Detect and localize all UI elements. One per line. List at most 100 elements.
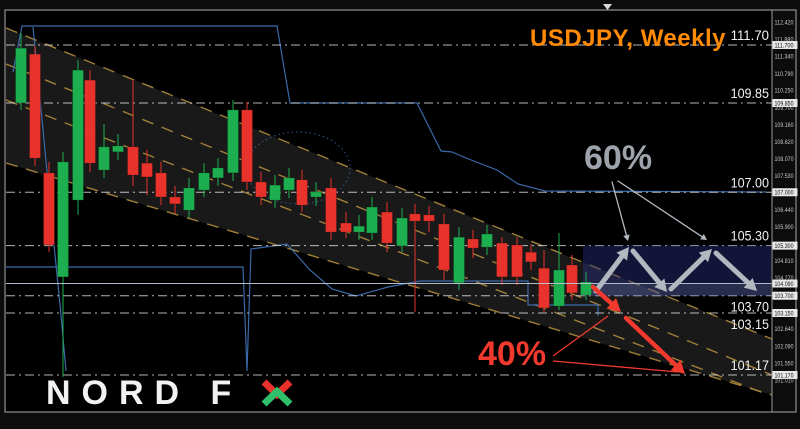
candle-body <box>553 269 565 307</box>
candle-body <box>467 238 479 249</box>
candle-body <box>296 179 308 206</box>
forecast-zone-lower-strip <box>583 283 771 296</box>
candle-body <box>198 172 210 191</box>
axis-tick-label: 105.300 <box>775 244 795 250</box>
candle-body <box>127 146 139 176</box>
price-level-label: 109.85 <box>731 85 770 101</box>
candle-body <box>525 251 537 263</box>
axis-tick-label: 109.850 <box>775 101 795 107</box>
axis-tick-label: 108.620 <box>775 140 795 146</box>
candle-body <box>283 177 295 191</box>
price-level-label: 111.70 <box>731 27 770 43</box>
candle-body <box>496 242 508 278</box>
candle-body <box>511 244 523 278</box>
candle-body <box>423 214 435 222</box>
candle-body <box>212 167 224 179</box>
candle-body <box>155 172 167 198</box>
axis-tick-label: 101.010 <box>775 378 795 384</box>
candle-body <box>43 172 55 246</box>
nordfx-x-icon <box>261 379 293 407</box>
axis-price-badge <box>772 41 798 49</box>
trend-channel-line <box>6 27 772 340</box>
candle-body <box>481 233 493 248</box>
axis-price-badge <box>772 371 798 380</box>
nordfx-watermark: NORD F <box>46 376 302 410</box>
axis-tick-label: 111.880 <box>775 38 795 44</box>
candle-body <box>396 217 408 247</box>
plot-layers <box>6 25 772 396</box>
axis-tick-label: 102.640 <box>775 327 795 333</box>
axis-tick-label: 112.420 <box>775 21 795 27</box>
candle-body <box>566 264 578 294</box>
candle-body <box>169 196 181 205</box>
axis-price-badge <box>772 241 798 250</box>
symbol-timeframe-label: USDJPY, Weekly <box>530 25 726 52</box>
candle-body <box>29 53 41 159</box>
axis-tick-label: 103.150 <box>775 311 795 317</box>
candle-body <box>438 223 450 271</box>
nordfx-wordmark-text: NORD F <box>46 374 243 412</box>
axis-tick-label: 103.700 <box>775 294 795 300</box>
candle-body <box>227 109 239 174</box>
candle-body <box>141 162 153 178</box>
candle-body <box>353 225 365 233</box>
price-level-label: 101.17 <box>731 357 770 373</box>
axis-tick-label: 101.170 <box>775 373 795 379</box>
axis-tick-label: 111.340 <box>775 55 795 61</box>
price-level-label: 107.00 <box>731 174 770 190</box>
bullish-scenario-probability-label: 60% <box>584 139 653 177</box>
axis-price-badge <box>772 291 798 300</box>
chart-plot-area <box>6 11 772 412</box>
candle-body <box>381 211 393 244</box>
chart-frame <box>4 9 797 413</box>
axis-tick-label: 101.550 <box>775 361 795 367</box>
trend-channel-line <box>6 162 772 396</box>
candle-body <box>15 47 27 104</box>
candle-body <box>255 181 267 198</box>
axis-tick-label: 104.810 <box>775 259 795 265</box>
candle-body <box>340 222 352 233</box>
axis-tick-label: 107.530 <box>775 174 795 180</box>
axis-tick-label: 106.440 <box>775 208 795 214</box>
axis-tick-label: 105.900 <box>775 225 795 231</box>
candle-body <box>112 145 124 153</box>
axis-tick-label: 102.090 <box>775 344 795 350</box>
axis-tick-label: 111.700 <box>775 43 795 49</box>
axis-price-badge <box>772 308 798 317</box>
axis-tick-label: 110.790 <box>775 72 795 78</box>
axis-price-badge <box>772 188 798 197</box>
trend-channel-line <box>6 63 772 376</box>
candles <box>15 33 592 377</box>
dotted-ellipse-annotation <box>245 131 351 205</box>
bearish-arrows <box>552 284 685 374</box>
candle-body <box>57 161 69 278</box>
axis-tick-label: 104.090 <box>775 282 795 288</box>
candle-body <box>310 191 322 198</box>
price-axis[interactable] <box>772 41 798 380</box>
axis-tick-label: 109.160 <box>775 123 795 129</box>
candle-body <box>538 267 550 309</box>
axis-tick-label: 109.700 <box>775 106 795 112</box>
axis-tick-label: 107.000 <box>775 191 795 197</box>
axis-price-badge <box>772 98 798 107</box>
candle-body <box>325 187 337 233</box>
candle-body <box>453 236 465 284</box>
candle-body <box>72 69 84 201</box>
axis-tick-label: 108.070 <box>775 157 795 163</box>
candle-body <box>409 213 421 222</box>
indicator-line <box>6 243 599 372</box>
bullish-zigzag-arrows <box>593 180 757 294</box>
axis-tick-label: 110.250 <box>775 89 795 95</box>
candle-body <box>241 109 253 183</box>
candle-body <box>98 146 110 171</box>
price-level-label: 103.70 <box>731 299 770 315</box>
price-level-label: 103.15 <box>731 316 770 332</box>
candle-body <box>366 206 378 234</box>
price-level-label: 105.30 <box>731 228 770 244</box>
axis-tick-label: 104.270 <box>775 276 795 282</box>
candle-body <box>269 184 281 201</box>
axis-price-badge <box>772 279 798 288</box>
trend-channel-fill <box>6 28 772 395</box>
